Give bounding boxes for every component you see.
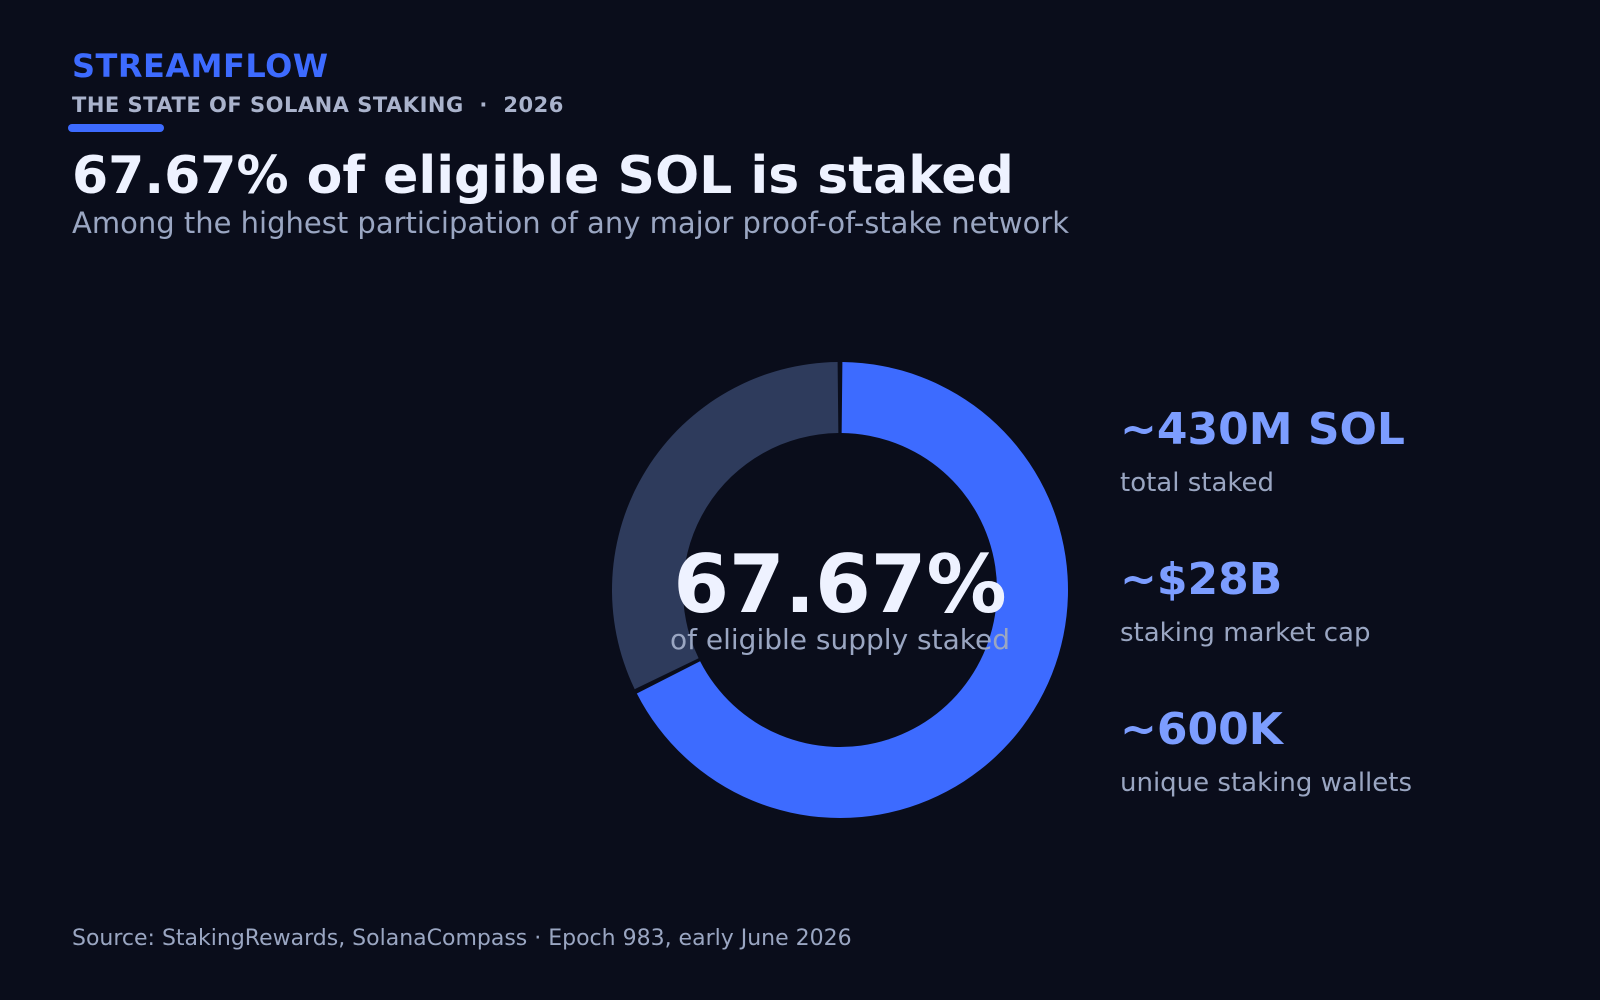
stat-value: ~$28B: [1120, 554, 1283, 605]
stat-value: ~430M SOL: [1120, 404, 1405, 455]
page-subtitle: Among the highest participation of any m…: [72, 206, 1070, 240]
brand-logo: STREAMFLOW: [72, 47, 329, 85]
accent-bar: [68, 124, 164, 132]
donut-slice-not-staked: [612, 362, 839, 690]
report-kicker: THE STATE OF SOLANA STAKING · 2026: [72, 93, 564, 117]
stat-label: unique staking wallets: [1120, 768, 1413, 798]
donut-slices: [612, 362, 1068, 818]
stats-panel: ~430M SOL total staked ~$28B staking mar…: [1120, 408, 1412, 858]
stat-staking-wallets: ~600K unique staking wallets: [1120, 708, 1412, 858]
stat-value: ~600K: [1120, 704, 1283, 755]
page-title: 67.67% of eligible SOL is staked: [72, 146, 1014, 206]
donut-center-value: 67.67%: [673, 538, 1006, 631]
stat-label: staking market cap: [1120, 618, 1371, 648]
donut-slice-staked: [636, 362, 1068, 818]
stat-market-cap: ~$28B staking market cap: [1120, 558, 1412, 708]
source-note: Source: StakingRewards, SolanaCompass · …: [72, 926, 852, 951]
donut-center-label: of eligible supply staked: [670, 623, 1010, 656]
stat-total-staked: ~430M SOL total staked: [1120, 408, 1412, 558]
stat-label: total staked: [1120, 468, 1275, 498]
